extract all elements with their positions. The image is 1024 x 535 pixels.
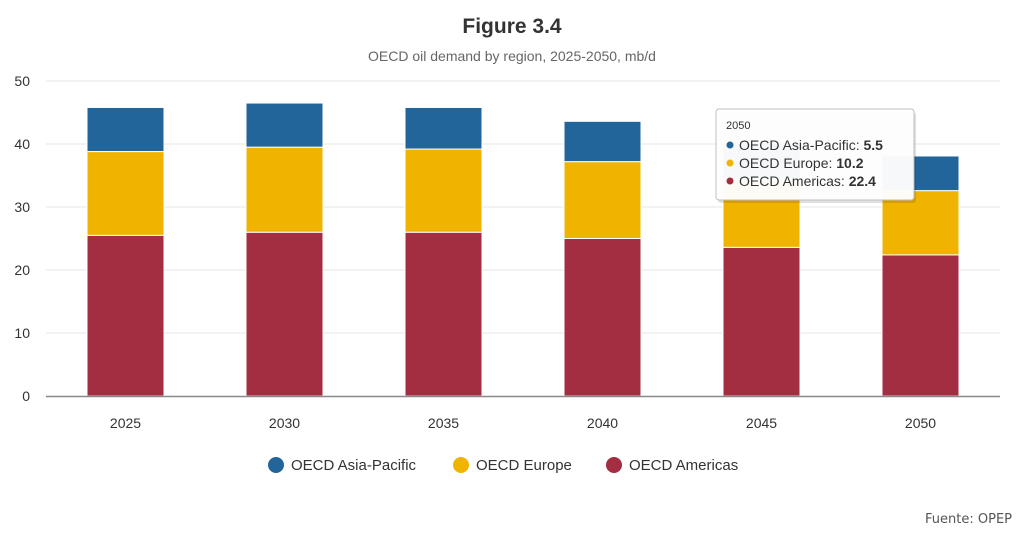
- tooltip-label: OECD Americas:: [739, 173, 849, 189]
- bar-segment[interactable]: [245, 102, 324, 148]
- bar-segment[interactable]: [245, 146, 324, 233]
- bar-segment[interactable]: [404, 231, 483, 397]
- y-tick-label: 10: [14, 325, 30, 341]
- tooltip-label: OECD Europe:: [739, 155, 836, 171]
- chart-subtitle: OECD oil demand by region, 2025-2050, mb…: [368, 48, 656, 64]
- tooltip-value: 5.5: [863, 137, 883, 153]
- y-tick-label: 0: [22, 388, 30, 404]
- x-tick-label: 2050: [905, 415, 936, 431]
- bar-segment[interactable]: [881, 190, 960, 256]
- y-tick-label: 20: [14, 262, 30, 278]
- bar-segment[interactable]: [86, 234, 165, 397]
- legend: OECD Asia-Pacific OECD Europe OECD America…: [268, 457, 738, 474]
- tooltip-value: 22.4: [849, 173, 876, 189]
- tooltip-marker: [726, 141, 734, 149]
- legend-item[interactable]: OECD Asia-Pacific: [268, 457, 417, 474]
- tooltip-marker: [726, 177, 734, 185]
- tooltip-row: OECD Asia-Pacific: 5.5: [739, 137, 883, 153]
- tooltip-box: [715, 108, 915, 201]
- legend-item[interactable]: OECD Europe: [453, 457, 572, 474]
- x-tick-label: 2040: [587, 415, 618, 431]
- tooltip-value: 10.2: [836, 155, 863, 171]
- legend-marker: [606, 457, 622, 473]
- legend-marker: [453, 457, 469, 473]
- tooltip-marker: [726, 159, 734, 167]
- tooltip-label: OECD Asia-Pacific:: [739, 137, 863, 153]
- x-tick-label: 2025: [110, 415, 141, 431]
- chart-title: Figure 3.4: [462, 15, 562, 38]
- tooltip-row: OECD Europe: 10.2: [739, 155, 864, 171]
- source-note: Fuente: OPEP: [925, 512, 1012, 527]
- bar-segment[interactable]: [563, 238, 642, 397]
- y-tick-label: 30: [14, 199, 30, 215]
- bar-segment[interactable]: [404, 148, 483, 233]
- bar-segment[interactable]: [563, 161, 642, 239]
- legend-item[interactable]: OECD Americas: [606, 457, 738, 474]
- x-tick-label: 2045: [746, 415, 777, 431]
- bar-segment[interactable]: [881, 254, 960, 397]
- bar-segment[interactable]: [86, 151, 165, 236]
- tooltip: 2050 OECD Asia-Pacific: 5.5 OECD Europe: 1…: [715, 108, 916, 203]
- tooltip-row: OECD Americas: 22.4: [739, 173, 876, 189]
- x-tick-label: 2035: [428, 415, 459, 431]
- legend-label: OECD Europe: [476, 457, 572, 474]
- bar-segment[interactable]: [722, 246, 801, 397]
- y-tick-label: 50: [14, 73, 30, 89]
- legend-marker: [268, 457, 284, 473]
- legend-label: OECD Americas: [629, 457, 738, 474]
- bar-segment[interactable]: [563, 120, 642, 163]
- bar-segment[interactable]: [404, 106, 483, 150]
- x-tick-label: 2030: [269, 415, 300, 431]
- tooltip-category: 2050: [726, 120, 750, 132]
- bar-segment[interactable]: [86, 106, 165, 153]
- legend-label: OECD Asia-Pacific: [291, 457, 417, 474]
- bars: [86, 102, 960, 397]
- bar-segment[interactable]: [245, 231, 324, 397]
- y-tick-label: 40: [14, 136, 30, 152]
